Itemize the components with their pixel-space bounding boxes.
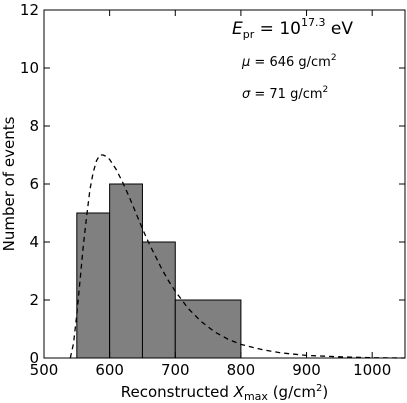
mu-text: = 646 g/cm [250, 55, 331, 70]
histogram-bar-3 [174, 299, 242, 359]
x-axis-label-unit-close: ) [322, 383, 328, 401]
y-tick-label-8: 8 [29, 117, 39, 135]
energy-annotation: Epr = 1017.3 eV [232, 16, 353, 41]
energy-sup: 17.3 [301, 16, 326, 29]
x-tick-label-1000: 1000 [353, 361, 391, 379]
x-tick-label-800: 800 [227, 361, 256, 379]
y-tick-label-0: 0 [29, 349, 39, 367]
x-axis-label-var: X [233, 383, 245, 401]
histogram-bars [76, 183, 242, 359]
x-tick-label-600: 600 [95, 361, 124, 379]
histogram-bar-0 [76, 212, 111, 359]
mu-symbol: μ [241, 55, 250, 70]
y-tick-label-10: 10 [20, 59, 39, 77]
sigma-text: = 71 g/cm [250, 87, 322, 102]
x-tick-label-900: 900 [292, 361, 321, 379]
x-axis-label-prefix: Reconstructed [121, 383, 234, 401]
energy-sub: pr [243, 28, 255, 41]
x-axis-label: Reconstructed Xmax (g/cm2) [121, 383, 328, 403]
x-axis-label-unit-open: (g/cm [268, 383, 316, 401]
histogram-bar-2 [141, 241, 176, 359]
energy-eq: = 10 [254, 19, 301, 39]
sigma-sup: 2 [323, 85, 329, 95]
x-axis-label-unit-sup: 2 [316, 383, 322, 394]
x-axis-label-sub: max [244, 390, 268, 403]
mu-annotation: μ = 646 g/cm2 [241, 53, 337, 70]
mu-sup: 2 [331, 53, 337, 63]
energy-unit: eV [325, 19, 353, 39]
energy-var: E [232, 19, 243, 39]
histogram-bar-1 [109, 183, 143, 359]
sigma-annotation: σ = 71 g/cm2 [242, 85, 328, 102]
x-tick-label-700: 700 [161, 361, 190, 379]
y-tick-label-12: 12 [20, 1, 39, 19]
y-axis-label: Number of events [0, 116, 18, 251]
sigma-symbol: σ [242, 87, 251, 102]
x-tick-label-500: 500 [30, 361, 59, 379]
axis-ticks: 500 600 700 800 900 1000 0 2 4 6 8 10 12 [20, 1, 405, 379]
y-tick-label-4: 4 [29, 233, 39, 251]
y-tick-label-6: 6 [29, 175, 39, 193]
fit-curve [69, 154, 406, 359]
y-tick-label-2: 2 [29, 291, 39, 309]
